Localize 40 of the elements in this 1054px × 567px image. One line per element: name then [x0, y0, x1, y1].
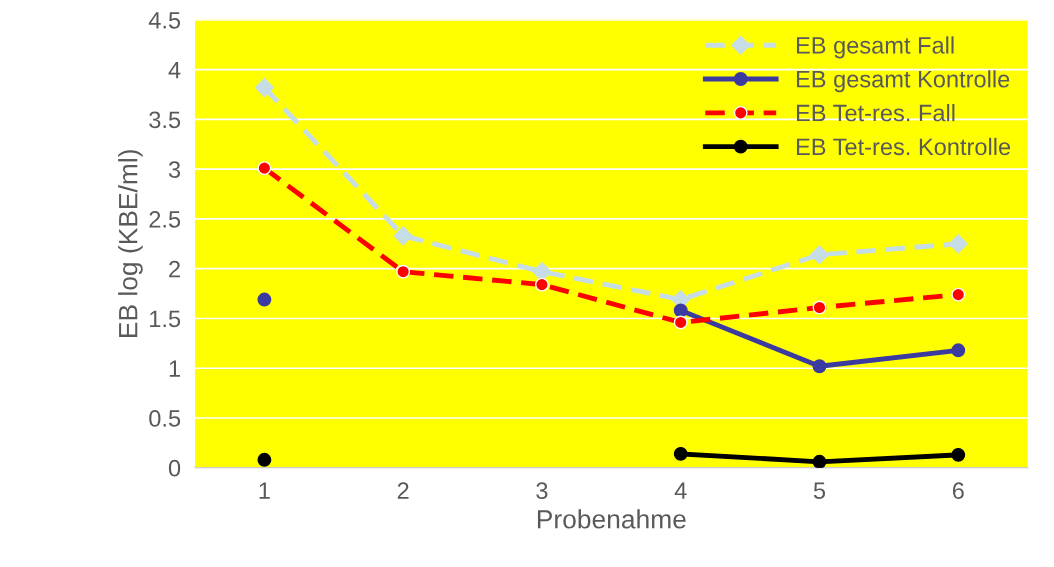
x-tick-label: 2 — [397, 482, 409, 499]
x-tick-label: 5 — [813, 482, 826, 500]
legend-label: EB Tet-res. Fall — [796, 104, 955, 122]
x-tick-label: 6 — [952, 482, 964, 500]
point — [257, 292, 272, 307]
y-tick-label: 1.5 — [150, 310, 181, 328]
y-tick-label: 0 — [168, 459, 181, 477]
y-tick-label: 3 — [168, 161, 181, 178]
y-tick-label: 1 — [169, 360, 180, 377]
point — [812, 454, 827, 468]
y-tick-label: 4.5 — [148, 12, 181, 29]
point — [948, 234, 968, 254]
point — [951, 287, 966, 302]
legend-label: EB gesamt Fall — [796, 36, 954, 59]
point — [257, 161, 272, 176]
point — [812, 359, 827, 374]
y-tick-label: 3.5 — [149, 111, 181, 129]
legend-label: EB Tet-res. Kontrolle — [796, 137, 1011, 156]
x-tick-label: 3 — [536, 482, 548, 500]
point — [673, 315, 688, 330]
point — [673, 303, 688, 318]
point — [396, 264, 411, 279]
x-axis-title: Probenahme — [537, 509, 686, 529]
legend-label: EB gesamt Kontrolle — [796, 70, 1010, 93]
y-tick-label: 0.5 — [149, 410, 181, 427]
y-tick-label: 2.5 — [149, 210, 181, 228]
point — [809, 245, 830, 265]
x-tick-label: 4 — [674, 482, 687, 499]
point — [534, 277, 549, 292]
point — [951, 447, 966, 462]
point — [254, 77, 274, 98]
point — [951, 343, 966, 358]
y-axis-title: EB log (KBE/ml) — [118, 150, 143, 337]
point — [673, 446, 688, 461]
point — [257, 452, 272, 467]
point — [393, 226, 413, 246]
y-tick-label: 4 — [168, 61, 181, 79]
point — [812, 300, 827, 315]
x-tick-label: 1 — [259, 482, 270, 499]
y-tick-label: 2 — [169, 260, 180, 278]
